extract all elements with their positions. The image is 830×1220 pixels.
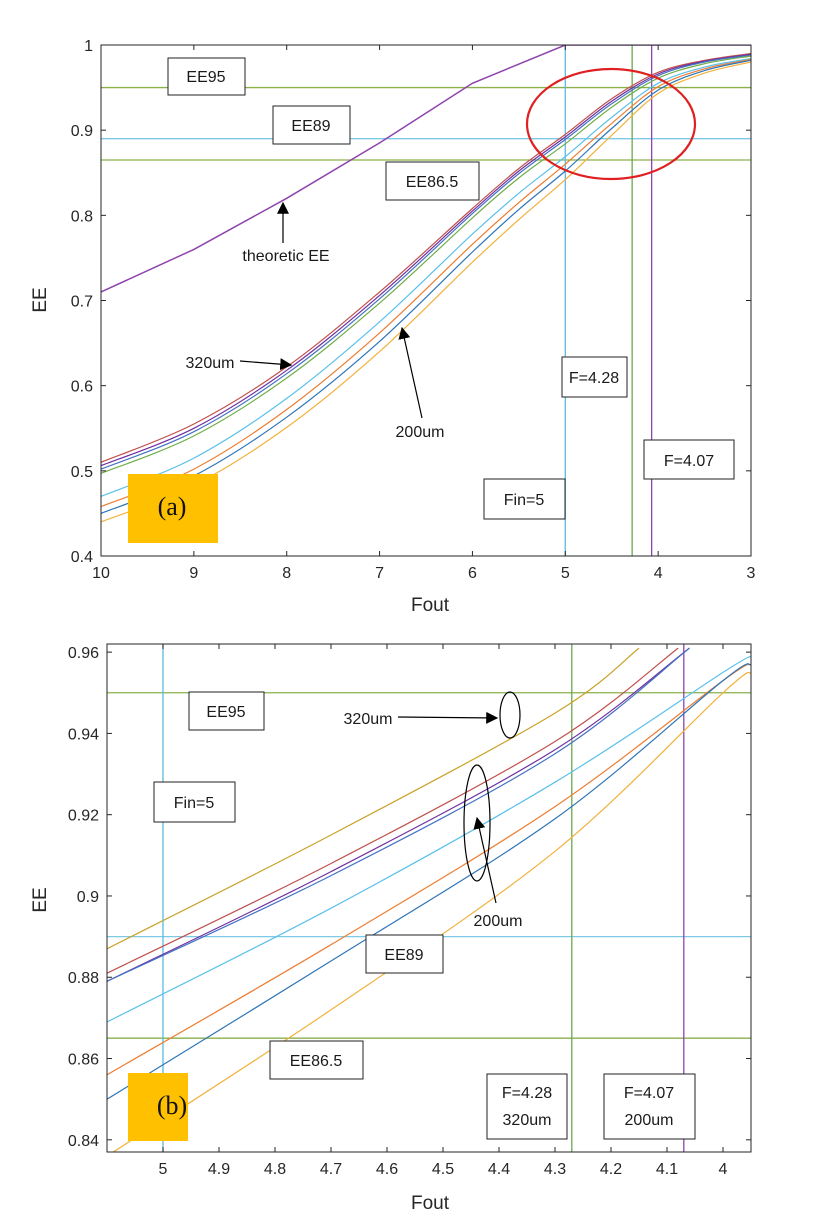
panel-a-badge xyxy=(128,474,218,543)
panel-a-ee865-label: EE86.5 xyxy=(406,174,459,191)
panel-a-series-mid-1 xyxy=(101,55,751,474)
panel-a-ytick-label: 0.7 xyxy=(71,294,93,311)
panel-b-ylabel: EE xyxy=(30,887,51,912)
panel-a-ytick-label: 0.9 xyxy=(71,123,93,140)
panel-a-xlabel: Fout xyxy=(411,595,450,616)
panel-b-f407-label: F=4.07 xyxy=(624,1085,674,1102)
panel-b-ee89-box: EE89 xyxy=(365,934,444,974)
panel-b-xtick-label: 4.2 xyxy=(600,1161,622,1178)
panel-b-ytick-label: 0.86 xyxy=(68,1052,99,1069)
panel-a-label: (a) xyxy=(158,492,187,521)
panel-b-ee95-label: EE95 xyxy=(206,704,245,721)
panel-b: 5 4.9 4.8 4.7 4.6 4.5 4.4 4.3 4.2 4.1 4 0.84 0.86 0.8… xyxy=(30,643,752,1214)
panel-a-theoretic-line xyxy=(101,45,751,293)
panel-b-ee865-label: EE86.5 xyxy=(290,1053,343,1070)
panel-a-ytick-label: 0.8 xyxy=(71,208,93,225)
panel-a-ytick-label: 0.5 xyxy=(71,464,93,481)
panel-b-ytick-label: 0.9 xyxy=(77,889,99,906)
panel-b-xtick-label: 4.5 xyxy=(432,1161,454,1178)
panel-a-xtick-label: 10 xyxy=(92,565,110,582)
panel-b-ytick-label: 0.92 xyxy=(68,808,99,825)
panel-a-f407-box: F=4.07 xyxy=(643,439,735,480)
panel-a-series-200um-2 xyxy=(101,61,751,523)
panel-b-series-320um-1 xyxy=(107,647,640,950)
panel-b-series-320um-4 xyxy=(107,647,690,982)
panel-b-fin-label: Fin=5 xyxy=(174,795,215,812)
panel-a-series-320um-3 xyxy=(101,54,751,470)
panel-a-fin-label: Fin=5 xyxy=(504,492,545,509)
panel-a-xtick-label: 4 xyxy=(654,565,663,582)
panel-b-320um-label: 320um xyxy=(344,711,393,728)
panel-a-200um-arrow xyxy=(398,326,423,419)
panel-b-xtick-label: 4 xyxy=(719,1161,728,1178)
panel-a-ylabel: EE xyxy=(30,287,51,312)
panel-b-xtick-label: 4.9 xyxy=(208,1161,230,1178)
panel-a-xtick-label: 9 xyxy=(189,565,198,582)
panel-a-320um-arrow xyxy=(239,358,293,371)
panel-a-series-320um-1 xyxy=(101,52,751,463)
panel-a-ee89-label: EE89 xyxy=(291,118,330,135)
panel-b-series-200um-3 xyxy=(112,671,751,1152)
panel-b-xtick-label: 4.7 xyxy=(320,1161,342,1178)
panel-a-ytick-label: 0.4 xyxy=(71,549,93,566)
panel-b-f428-sublabel: 320um xyxy=(503,1112,552,1129)
panel-b-badge xyxy=(128,1073,188,1141)
panel-a-xtick-label: 7 xyxy=(375,565,384,582)
panel-a-ee865-box: EE86.5 xyxy=(385,161,480,201)
panel-b-f428-box: F=4.28 320um xyxy=(486,1073,568,1140)
panel-b-xlabel: Fout xyxy=(411,1193,450,1214)
panel-a-xtick-label: 5 xyxy=(561,565,570,582)
panel-b-ytick-label: 0.94 xyxy=(68,726,99,743)
panel-a-xtick-label: 8 xyxy=(282,565,291,582)
panel-a-series-320um-2 xyxy=(101,53,751,467)
panel-a-series-mid-3 xyxy=(101,58,751,508)
panel-b-axes-box xyxy=(106,643,752,1153)
panel-b-series-200um-2 xyxy=(107,663,751,1100)
panel-a-f428-box: F=4.28 xyxy=(561,356,628,398)
panel-a-series-mid-2 xyxy=(101,58,751,497)
panel-b-series-320um-3 xyxy=(107,647,690,982)
panel-b-ytick-label: 0.88 xyxy=(68,970,99,987)
panel-b-xtick-label: 5 xyxy=(159,1161,168,1178)
panel-a-ytick-label: 1 xyxy=(84,38,93,55)
panel-a-theoretic-label: theoretic EE xyxy=(242,248,329,265)
panel-a-ee89-box: EE89 xyxy=(272,105,351,145)
panel-b-320um-arrow xyxy=(397,711,499,724)
panel-b-200um-ellipse xyxy=(463,764,491,882)
panel-b-200um-label: 200um xyxy=(474,913,523,930)
panel-b-ee89-label: EE89 xyxy=(384,947,423,964)
panel-a-series-200um-1 xyxy=(101,59,751,514)
panel-b-320um-ellipse xyxy=(499,691,521,739)
panel-b-ee95-box: EE95 xyxy=(188,691,265,731)
panel-b-f407-box: F=4.07 200um xyxy=(603,1073,696,1140)
panel-a-ee95-box: EE95 xyxy=(167,57,246,96)
panel-a-320um-label: 320um xyxy=(186,355,235,372)
panel-b-f407-sublabel: 200um xyxy=(625,1112,674,1129)
panel-a-fin-box: Fin=5 xyxy=(483,478,566,520)
panel-b-xtick-label: 4.3 xyxy=(544,1161,566,1178)
panel-b-label: (b) xyxy=(157,1091,187,1120)
panel-a-f428-label: F=4.28 xyxy=(569,370,619,387)
panel-a: 10 9 8 7 6 5 4 3 0.4 0.5 0.6 0.7 0.8 0.9 1 Fout EE EE9… xyxy=(30,38,756,616)
panel-b-xtick-label: 4.1 xyxy=(656,1161,678,1178)
panel-b-series-320um-2 xyxy=(107,647,679,974)
panel-a-200um-label: 200um xyxy=(396,424,445,441)
panel-b-xtick-label: 4.8 xyxy=(264,1161,286,1178)
panel-a-xtick-label: 6 xyxy=(468,565,477,582)
panel-b-xtick-label: 4.6 xyxy=(376,1161,398,1178)
panel-a-highlight-ellipse xyxy=(525,67,697,181)
panel-b-xtick-label: 4.4 xyxy=(488,1161,510,1178)
panel-b-ytick-label: 0.84 xyxy=(68,1133,99,1150)
panel-b-ee865-box: EE86.5 xyxy=(269,1040,364,1080)
panel-a-ee95-label: EE95 xyxy=(186,69,225,86)
panel-a-f407-label: F=4.07 xyxy=(664,453,714,470)
panel-b-fin-box: Fin=5 xyxy=(153,781,236,823)
panel-a-ytick-label: 0.6 xyxy=(71,379,93,396)
panel-b-f428-label: F=4.28 xyxy=(502,1085,552,1102)
panel-b-200um-arrow xyxy=(473,816,497,904)
panel-a-xtick-label: 3 xyxy=(747,565,756,582)
panel-b-ytick-label: 0.96 xyxy=(68,645,99,662)
panel-b-series-mid-1 xyxy=(107,655,751,1023)
